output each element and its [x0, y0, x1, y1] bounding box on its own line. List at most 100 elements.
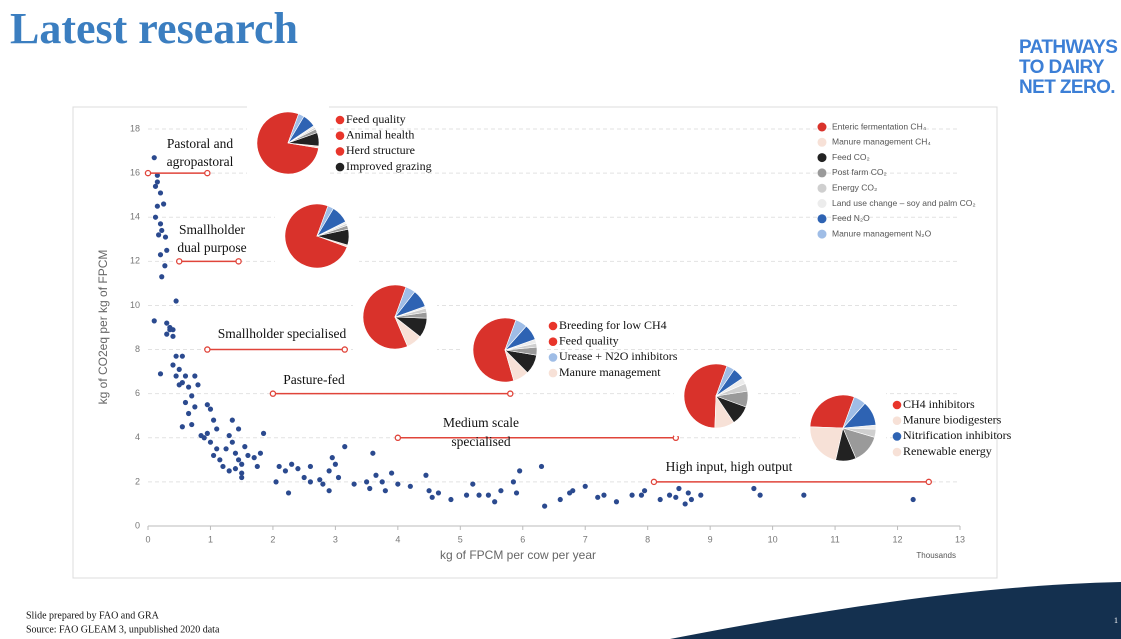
data-point [232, 466, 239, 472]
data-point [382, 488, 388, 494]
data-point [666, 492, 673, 498]
data-point [214, 426, 220, 432]
measure-dot [335, 115, 345, 125]
data-point [370, 450, 376, 456]
x-axis-label: kg of FPCM per cow per year [440, 548, 596, 562]
data-point [159, 274, 165, 280]
pie-slice [394, 286, 416, 318]
range-label: Pastoral and [167, 136, 234, 151]
x-tick-label: 5 [458, 534, 463, 544]
legend-label: Manure management CH₄ [832, 137, 931, 147]
data-point [239, 470, 245, 476]
data-point [162, 234, 169, 240]
pie-slice [284, 203, 348, 269]
footnote: Source: FAO GLEAM 3, unpublished 2020 da… [26, 624, 220, 635]
data-point [167, 327, 173, 333]
measure-label: Renewable energy [903, 444, 992, 458]
data-point [470, 481, 476, 487]
data-point [282, 468, 289, 474]
legend-swatch [817, 168, 827, 178]
data-point [326, 468, 332, 474]
data-point [638, 492, 645, 498]
y-tick-label: 18 [130, 123, 140, 133]
measure-dot [548, 321, 558, 331]
data-point [757, 492, 763, 498]
x-tick-label: 9 [708, 534, 713, 544]
data-point [161, 201, 167, 207]
range-end [175, 258, 183, 265]
range-end [650, 478, 658, 486]
measure-dot [335, 162, 345, 172]
pie-slice [287, 113, 305, 144]
data-point [463, 492, 470, 498]
x-tick-label: 3 [333, 534, 338, 544]
data-point [232, 450, 239, 456]
range-end [394, 434, 402, 442]
page-number: 1 [1114, 616, 1118, 625]
legend-swatch [817, 229, 827, 239]
data-point [154, 203, 160, 209]
data-point [164, 320, 170, 326]
data-point [273, 479, 279, 485]
footnote: Slide prepared by FAO and GRA [26, 610, 160, 621]
data-point [210, 417, 217, 423]
data-point [235, 426, 242, 432]
data-point [407, 483, 413, 489]
data-point [152, 183, 159, 189]
data-point [173, 298, 179, 304]
data-point [335, 474, 342, 481]
range-end [269, 390, 277, 397]
data-point [223, 446, 229, 452]
pie-slice [316, 205, 334, 237]
y-tick-label: 16 [130, 167, 140, 177]
data-point [186, 410, 192, 417]
data-point [173, 373, 179, 379]
pie-slice [842, 396, 866, 429]
range-end [235, 258, 242, 265]
data-point [629, 492, 635, 498]
pie-slice [809, 426, 844, 461]
data-point [688, 496, 695, 503]
data-point [342, 444, 348, 450]
data-point [260, 430, 267, 436]
x-tick-label: 8 [645, 534, 650, 544]
legend-label: Land use change – soy and palm CO₂ [832, 198, 976, 208]
measure-dot [548, 337, 558, 347]
x-tick-label: 0 [145, 534, 150, 544]
data-point [159, 227, 165, 234]
logo-line: TO DAIRY [1019, 57, 1105, 78]
range-end [507, 390, 514, 397]
data-point [173, 353, 179, 359]
data-point [510, 479, 516, 485]
data-point [192, 373, 198, 379]
measure-dot [548, 368, 558, 378]
data-point [351, 481, 357, 487]
data-point [498, 488, 504, 494]
data-point [395, 481, 401, 487]
measure-dot [892, 400, 902, 410]
data-point [229, 417, 235, 423]
data-point [801, 492, 807, 498]
data-point [170, 362, 176, 368]
data-point [295, 466, 301, 472]
measure-dot [892, 432, 902, 441]
y-tick-label: 0 [135, 520, 140, 530]
data-point [157, 371, 164, 377]
x-tick-label: 11 [830, 534, 839, 544]
legend-label: Enteric fermentation CH₄ [832, 121, 927, 131]
y-axis-label: kg of CO2eq per kg of FPCM [96, 250, 110, 405]
y-tick-label: 2 [135, 476, 140, 486]
data-point [210, 452, 217, 459]
legend-label: Feed CO₂ [832, 152, 870, 162]
data-point [751, 485, 757, 492]
legend-label: Manure management N₂O [832, 228, 932, 238]
range-label: agropastoral [167, 154, 234, 169]
data-point [182, 373, 189, 379]
data-point [389, 470, 395, 476]
data-point [307, 463, 313, 470]
legend-label: Energy CO₂ [832, 182, 877, 192]
data-point [152, 214, 159, 220]
measure-label: CH4 inhibitors [903, 397, 975, 411]
data-point [673, 494, 679, 500]
data-point [195, 382, 201, 388]
